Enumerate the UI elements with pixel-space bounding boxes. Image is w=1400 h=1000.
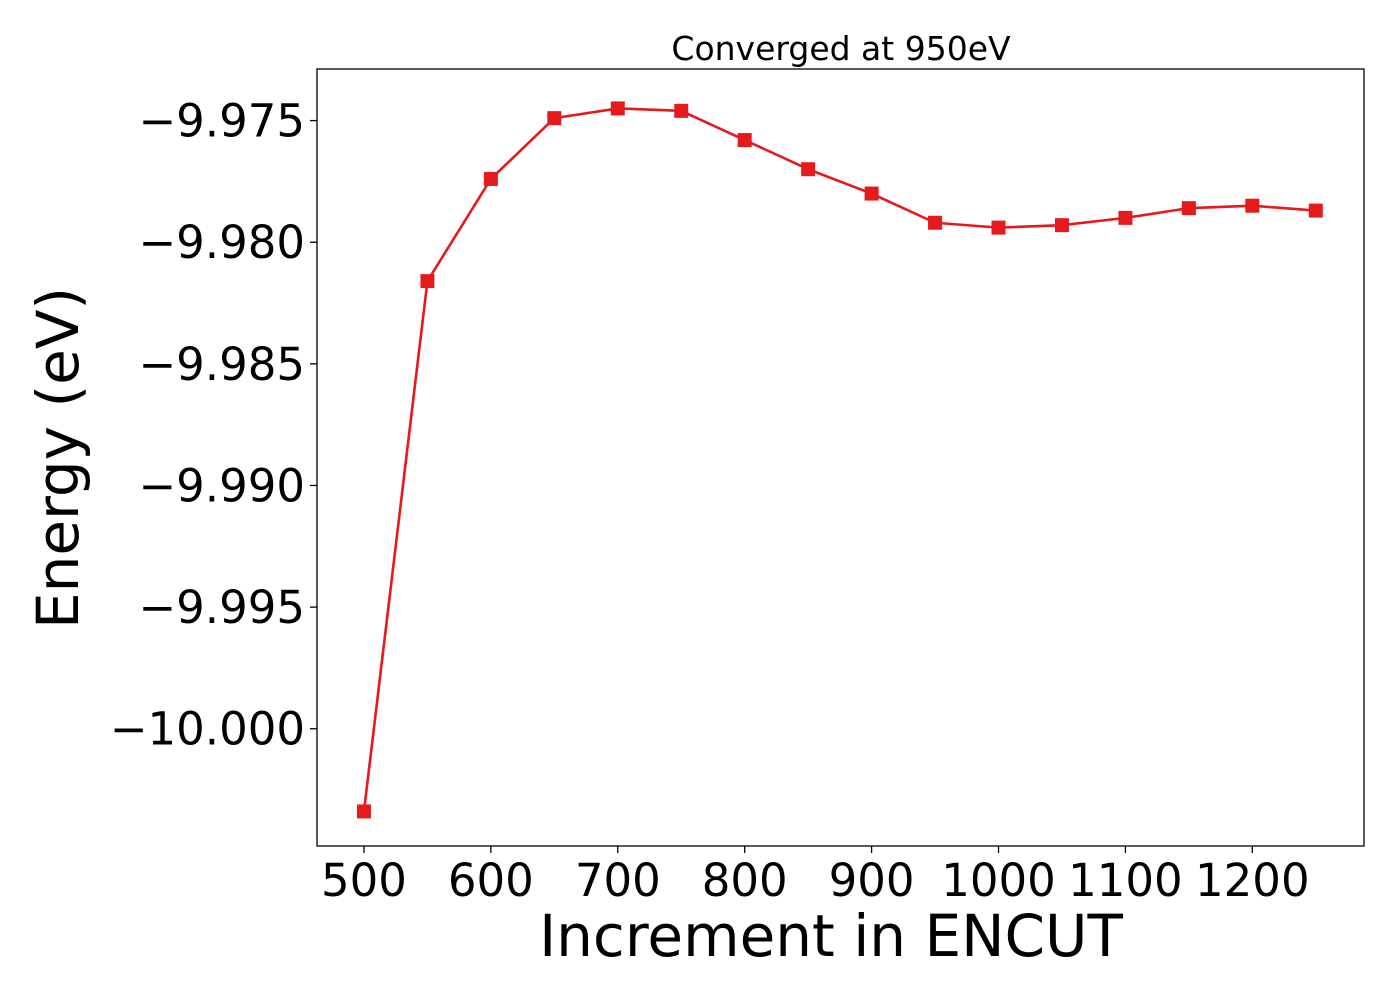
y-tick-label: −9.995 <box>138 581 305 634</box>
y-axis-label: Energy (eV) <box>24 287 92 629</box>
x-axis-label: Increment in ENCUT <box>539 902 1123 970</box>
plot-area-frame <box>316 68 1365 847</box>
y-tick-label: −9.980 <box>138 216 305 269</box>
y-tick-label: −9.985 <box>138 338 305 391</box>
data-point-marker <box>483 171 498 186</box>
x-tick-label: 1000 <box>941 854 1056 907</box>
x-tick-label: 1200 <box>1195 854 1310 907</box>
data-point-marker <box>610 101 625 116</box>
data-point-marker <box>1118 210 1133 225</box>
x-tick-label: 500 <box>321 854 407 907</box>
data-point-marker <box>991 220 1006 235</box>
y-tick-label: −9.990 <box>138 459 305 512</box>
data-point-marker <box>1181 201 1196 216</box>
x-tick-label: 700 <box>575 854 661 907</box>
data-point-marker <box>801 162 816 177</box>
data-point-marker <box>1054 218 1069 233</box>
data-point-marker <box>737 133 752 148</box>
data-point-marker <box>1245 198 1260 213</box>
series-line <box>362 107 1316 812</box>
series-layer <box>356 101 1323 819</box>
y-tick-label: −9.975 <box>138 95 305 148</box>
data-point-marker <box>420 274 435 289</box>
data-point-marker <box>864 186 879 201</box>
y-axis-ticks: −9.975 −9.980 −9.985 −9.990 −9.995 −10.000 <box>110 95 317 756</box>
data-point-marker <box>356 804 371 819</box>
x-tick-label: 600 <box>448 854 534 907</box>
data-point-marker <box>1308 203 1323 218</box>
y-tick-label: −10.000 <box>110 703 305 756</box>
chart-title: Converged at 950eV <box>671 29 1011 68</box>
x-tick-label: 900 <box>829 854 915 907</box>
data-point-marker <box>547 111 562 126</box>
x-tick-label: 800 <box>702 854 788 907</box>
x-tick-label: 1100 <box>1068 854 1183 907</box>
data-point-marker <box>928 215 943 230</box>
data-point-marker <box>674 103 689 118</box>
x-axis-ticks: 500 600 700 800 900 1000 1100 1200 <box>321 846 1310 907</box>
